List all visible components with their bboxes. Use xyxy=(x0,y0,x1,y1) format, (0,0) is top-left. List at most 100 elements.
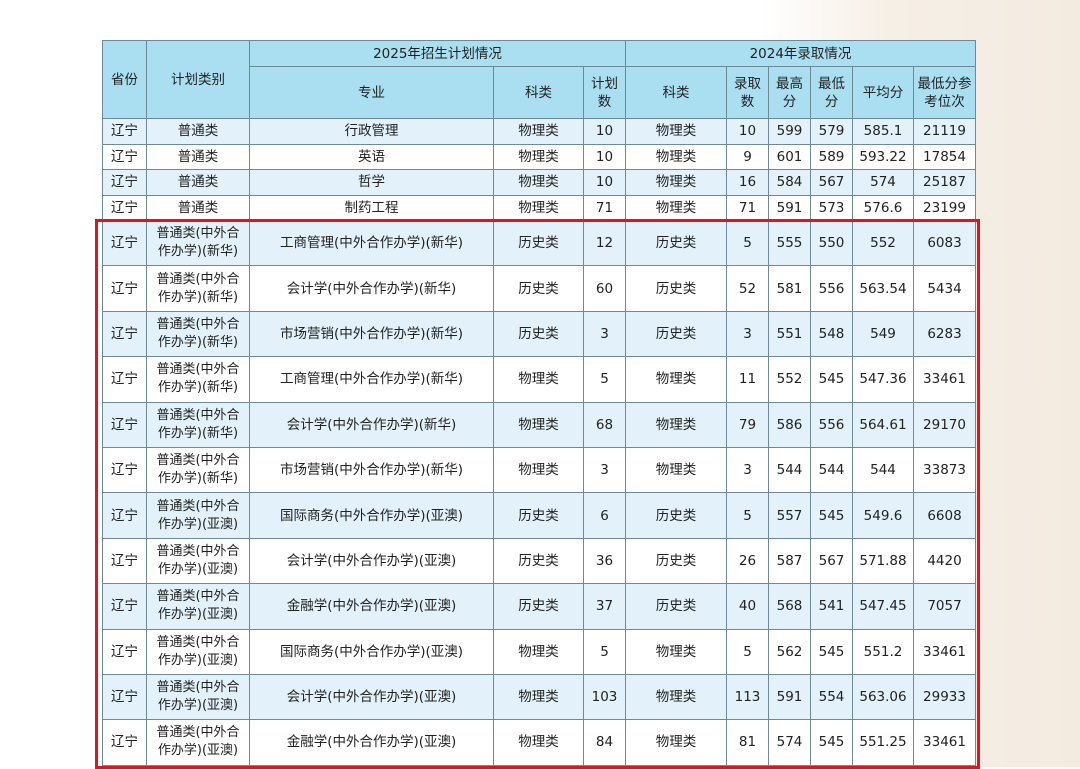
cell-plan-type: 普通类(中外合作办学)(新华) xyxy=(146,265,250,312)
header-province: 省份 xyxy=(102,40,147,119)
cell-plan-count: 103 xyxy=(583,673,626,721)
cell-admitted: 79 xyxy=(726,401,769,448)
cell-plan-count: 3 xyxy=(583,310,626,358)
table-row: 辽宁 普通类(中外合作办学)(亚澳) 会计学(中外合作办学)(亚澳) 物理类 103 物理… xyxy=(102,673,976,721)
cell-max-score: 574 xyxy=(768,719,811,766)
cell-admitted: 9 xyxy=(726,143,769,170)
cell-max-score: 557 xyxy=(768,492,811,539)
cell-min-score: 545 xyxy=(810,628,853,675)
cell-admitted: 16 xyxy=(726,169,769,196)
cell-subject-2024: 历史类 xyxy=(625,265,727,312)
table-row: 辽宁 普通类(中外合作办学)(亚澳) 金融学(中外合作办学)(亚澳) 物理类 84 物理类… xyxy=(102,719,976,766)
cell-plan-type: 普通类(中外合作办学)(新华) xyxy=(146,310,250,358)
cell-min-score: 545 xyxy=(810,356,853,403)
cell-min-score: 573 xyxy=(810,194,853,221)
header-group-2024: 2024年录取情况 xyxy=(625,40,976,67)
cell-min-rank: 6283 xyxy=(913,310,976,358)
table-row: 辽宁 普通类(中外合作办学)(亚澳) 会计学(中外合作办学)(亚澳) 历史类 36 历史类… xyxy=(102,537,976,585)
cell-major: 工商管理(中外合作办学)(新华) xyxy=(249,219,494,267)
cell-major: 会计学(中外合作办学)(新华) xyxy=(249,265,494,312)
cell-plan-count: 10 xyxy=(583,118,626,145)
cell-subject-2025: 物理类 xyxy=(493,143,584,170)
cell-plan-count: 60 xyxy=(583,265,626,312)
cell-min-score: 545 xyxy=(810,492,853,539)
cell-major: 会计学(中外合作办学)(亚澳) xyxy=(249,673,494,721)
cell-admitted: 10 xyxy=(726,118,769,145)
cell-admitted: 71 xyxy=(726,194,769,221)
cell-max-score: 581 xyxy=(768,265,811,312)
cell-avg-score: 551.2 xyxy=(852,628,914,675)
cell-admitted: 5 xyxy=(726,219,769,267)
cell-plan-count: 5 xyxy=(583,356,626,403)
table-row: 辽宁 普通类(中外合作办学)(新华) 工商管理(中外合作办学)(新华) 物理类 5 物理类… xyxy=(102,356,976,403)
cell-max-score: 562 xyxy=(768,628,811,675)
cell-subject-2025: 物理类 xyxy=(493,719,584,766)
cell-plan-count: 36 xyxy=(583,537,626,585)
cell-min-rank: 29170 xyxy=(913,401,976,448)
cell-max-score: 591 xyxy=(768,194,811,221)
cell-min-score: 550 xyxy=(810,219,853,267)
cell-plan-count: 12 xyxy=(583,219,626,267)
cell-major: 哲学 xyxy=(249,169,494,196)
cell-min-score: 567 xyxy=(810,169,853,196)
cell-province: 辽宁 xyxy=(102,628,147,675)
cell-subject-2024: 历史类 xyxy=(625,219,727,267)
cell-admitted: 3 xyxy=(726,310,769,358)
cell-subject-2024: 历史类 xyxy=(625,492,727,539)
cell-max-score: 544 xyxy=(768,446,811,494)
cell-province: 辽宁 xyxy=(102,356,147,403)
cell-min-score: 548 xyxy=(810,310,853,358)
cell-plan-type: 普通类 xyxy=(146,118,250,145)
cell-plan-type: 普通类(中外合作办学)(亚澳) xyxy=(146,628,250,675)
cell-plan-type: 普通类(中外合作办学)(亚澳) xyxy=(146,537,250,585)
cell-plan-count: 37 xyxy=(583,583,626,630)
cell-min-rank: 23199 xyxy=(913,194,976,221)
cell-admitted: 113 xyxy=(726,673,769,721)
cell-max-score: 552 xyxy=(768,356,811,403)
cell-avg-score: 547.45 xyxy=(852,583,914,630)
cell-avg-score: 549 xyxy=(852,310,914,358)
cell-province: 辽宁 xyxy=(102,719,147,766)
cell-plan-count: 10 xyxy=(583,169,626,196)
cell-major: 市场营销(中外合作办学)(新华) xyxy=(249,310,494,358)
admission-table: 省份 计划类别 2025年招生计划情况 2024年录取情况 专业 科类 计划数 … xyxy=(102,40,976,766)
cell-province: 辽宁 xyxy=(102,310,147,358)
cell-admitted: 52 xyxy=(726,265,769,312)
cell-max-score: 591 xyxy=(768,673,811,721)
table-row: 辽宁 普通类 哲学 物理类 10 物理类 16 584 567 574 25187 xyxy=(102,169,976,196)
cell-subject-2025: 历史类 xyxy=(493,265,584,312)
cell-plan-count: 3 xyxy=(583,446,626,494)
cell-major: 国际商务(中外合作办学)(亚澳) xyxy=(249,628,494,675)
cell-subject-2024: 物理类 xyxy=(625,628,727,675)
cell-min-score: 544 xyxy=(810,446,853,494)
cell-plan-count: 6 xyxy=(583,492,626,539)
cell-subject-2025: 物理类 xyxy=(493,673,584,721)
cell-min-rank: 33873 xyxy=(913,446,976,494)
cell-avg-score: 563.54 xyxy=(852,265,914,312)
cell-province: 辽宁 xyxy=(102,446,147,494)
table-row: 辽宁 普通类 制药工程 物理类 71 物理类 71 591 573 576.6 23199 xyxy=(102,194,976,221)
cell-min-score: 545 xyxy=(810,719,853,766)
cell-min-score: 567 xyxy=(810,537,853,585)
cell-min-rank: 6608 xyxy=(913,492,976,539)
cell-min-rank: 33461 xyxy=(913,719,976,766)
cell-admitted: 5 xyxy=(726,628,769,675)
cell-plan-type: 普通类(中外合作办学)(亚澳) xyxy=(146,492,250,539)
cell-max-score: 586 xyxy=(768,401,811,448)
cell-plan-type: 普通类(中外合作办学)(新华) xyxy=(146,219,250,267)
header-plan-count: 计划数 xyxy=(583,66,626,119)
cell-province: 辽宁 xyxy=(102,673,147,721)
cell-admitted: 3 xyxy=(726,446,769,494)
header-subject-2024: 科类 xyxy=(625,66,727,119)
cell-avg-score: 585.1 xyxy=(852,118,914,145)
cell-max-score: 555 xyxy=(768,219,811,267)
cell-max-score: 601 xyxy=(768,143,811,170)
cell-subject-2024: 物理类 xyxy=(625,446,727,494)
cell-subject-2024: 物理类 xyxy=(625,719,727,766)
cell-province: 辽宁 xyxy=(102,492,147,539)
table-row: 辽宁 普通类 英语 物理类 10 物理类 9 601 589 593.22 17854 xyxy=(102,143,976,170)
cell-min-rank: 33461 xyxy=(913,628,976,675)
cell-subject-2025: 物理类 xyxy=(493,446,584,494)
cell-major: 制药工程 xyxy=(249,194,494,221)
cell-min-rank: 29933 xyxy=(913,673,976,721)
